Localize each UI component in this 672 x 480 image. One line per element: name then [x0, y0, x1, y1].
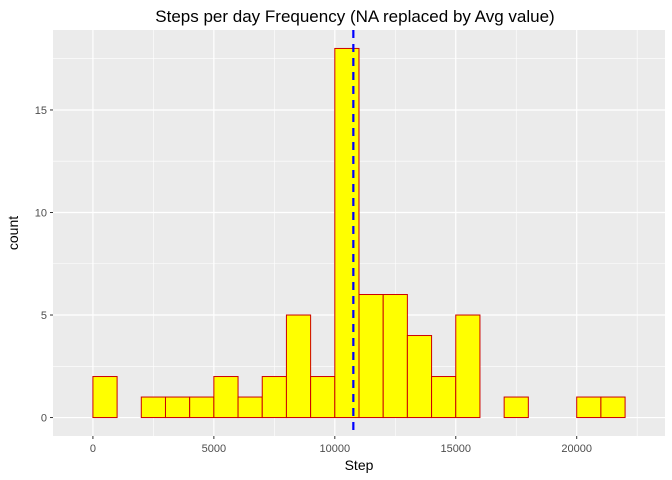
histogram-bar: [237, 396, 263, 419]
x-tick-label: 0: [90, 443, 96, 455]
x-tick-label: 15000: [440, 443, 471, 455]
histogram-bar: [189, 396, 215, 419]
histogram-bar: [213, 376, 239, 419]
histogram-bar: [406, 335, 433, 419]
histogram-bar: [310, 376, 336, 419]
histogram-bar: [285, 314, 312, 419]
y-tick-label: 10: [35, 207, 47, 219]
histogram-bar: [140, 396, 166, 419]
x-axis-title: Step: [345, 457, 374, 473]
histogram-bar: [358, 294, 384, 419]
histogram-bar: [92, 376, 118, 419]
x-tick-label: 20000: [561, 443, 592, 455]
histogram-bar: [503, 396, 529, 419]
histogram-bar: [431, 376, 457, 419]
histogram-bar: [576, 396, 602, 419]
histogram-bar: [164, 396, 191, 419]
histogram-bar: [382, 294, 408, 419]
histogram-bar: [455, 314, 481, 419]
histogram-bar: [261, 376, 287, 419]
histogram-bar: [600, 396, 626, 419]
y-axis-title: count: [5, 216, 21, 250]
x-tick-label: 5000: [202, 443, 226, 455]
chart-title: Steps per day Frequency (NA replaced by …: [155, 7, 554, 26]
y-tick-label: 5: [41, 310, 47, 322]
x-tick-label: 10000: [320, 443, 351, 455]
x-axis-ticks: 0 5000 10000 15000 20000: [90, 436, 592, 455]
y-tick-label: 15: [35, 105, 47, 117]
y-axis-ticks: 0 5 10 15: [35, 105, 53, 425]
histogram-bar: [334, 47, 360, 419]
y-tick-label: 0: [41, 413, 47, 425]
histogram-bars: [92, 47, 626, 419]
